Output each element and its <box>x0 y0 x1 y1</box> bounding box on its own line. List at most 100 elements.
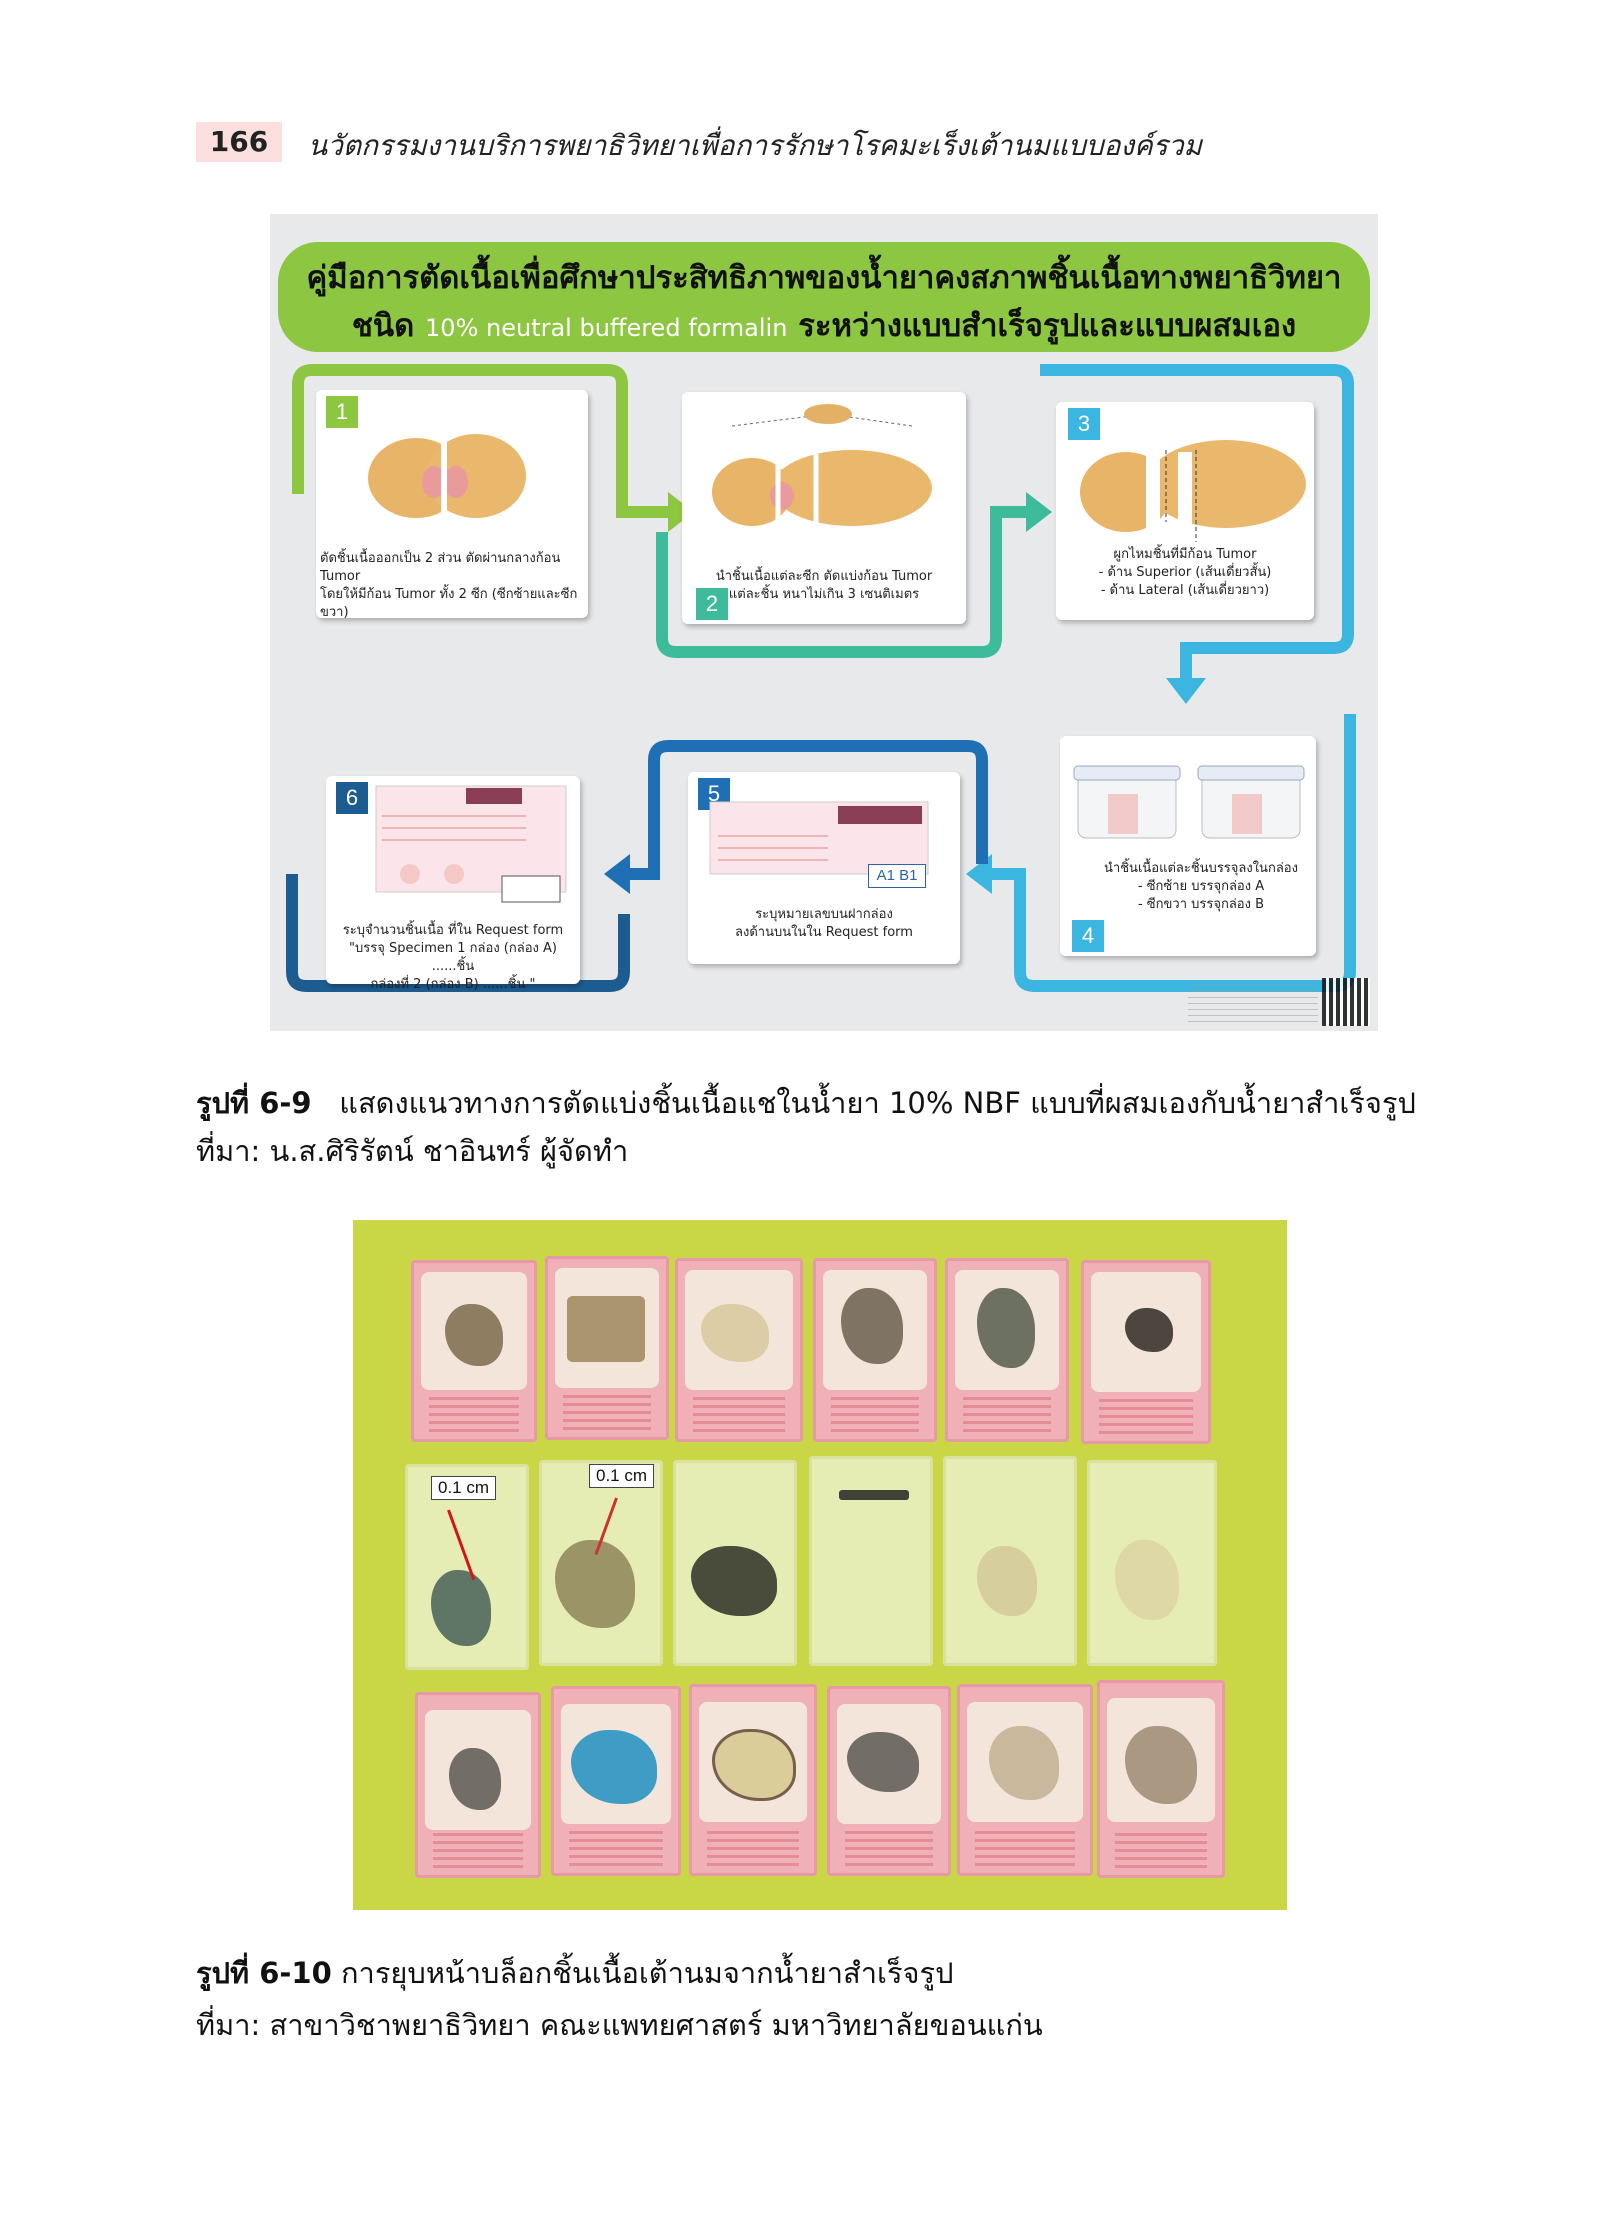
cassette-vents <box>429 1392 519 1432</box>
cassette-r1-6 <box>1081 1260 1211 1444</box>
tissue-sample <box>841 1288 903 1364</box>
tissue-sample <box>445 1304 503 1366</box>
arrow-head-3 <box>1166 678 1206 704</box>
tissue-sample <box>715 1732 793 1798</box>
cassette-r1-5 <box>945 1258 1069 1442</box>
qr-code-icon <box>1322 978 1370 1026</box>
cassette-r1-4 <box>813 1258 937 1442</box>
caption-line: โดยให้มีก้อน Tumor ทั้ง 2 ซีก (ซีกซ้ายแล… <box>320 587 578 620</box>
flow-path-2 <box>656 506 1030 658</box>
cassette-r2-4 <box>809 1456 933 1666</box>
tissue-sample <box>567 1296 645 1362</box>
cassette-vents <box>975 1826 1075 1866</box>
credits-block <box>1188 982 1318 1022</box>
cassette-vents <box>707 1826 799 1866</box>
caption-line: นำชิ้นเนื้อแต่ละชิ้นบรรจุลงในกล่อง <box>1104 861 1298 876</box>
tissue-sample <box>977 1546 1037 1616</box>
cassette-vents <box>845 1826 933 1866</box>
step-4-badge: 4 <box>1072 920 1104 952</box>
cassette-r3-2 <box>551 1686 681 1876</box>
step-5-card: 5 A1 B1 ระบุหมายเลขบนฝากล่อง ลงด้านบนในใ… <box>688 772 960 964</box>
cassette-vents <box>693 1392 785 1432</box>
cassette-r3-6 <box>1097 1680 1225 1878</box>
step-6-caption: ระบุจำนวนชิ้นเนื้อ ที่ใน Request form "บ… <box>330 922 576 994</box>
cassette-r3-5 <box>957 1684 1093 1876</box>
cassette-r2-6 <box>1087 1460 1217 1666</box>
caption-line: - ด้าน Superior (เส้นเดี่ยวสั้น) <box>1098 565 1272 580</box>
breast-tissue-icon <box>368 434 526 524</box>
step-1-card: 1 ตัดชิ้นเนื้อออกเป็น 2 ส่วน ตัดผ่านกลาง… <box>316 390 588 620</box>
infographic-title-banner: คู่มือการตัดเนื้อเพื่อศึกษาประสิทธิภาพขอ… <box>278 242 1370 352</box>
step-2-card: นำชิ้นเนื้อแต่ละซีก ตัดแบ่งก้อน Tumor แต… <box>682 392 966 624</box>
caption-line: ตัดชิ้นเนื้อออกเป็น 2 ส่วน ตัดผ่านกลางก้… <box>320 551 561 584</box>
cassette-vents <box>569 1826 663 1866</box>
step-2-caption: นำชิ้นเนื้อแต่ละซีก ตัดแบ่งก้อน Tumor แต… <box>686 568 962 604</box>
caption-line: - ซีกขวา บรรจุกล่อง B <box>1137 897 1264 912</box>
step-3-card: 3 ผูกไหมชิ้นที่มีก้อน Tumor - ด้าน Super… <box>1056 402 1314 620</box>
tissue-sample <box>1125 1726 1197 1804</box>
caption-line: - ด้าน Lateral (เส้นเดี่ยวยาว) <box>1100 583 1270 598</box>
figure-6-10-text: การยุบหน้าบล็อกชิ้นเนื้อเต้านมจากน้ำยาสำ… <box>341 1956 954 1990</box>
step-3-caption: ผูกไหมชิ้นที่มีก้อน Tumor - ด้าน Superio… <box>1060 546 1310 600</box>
cassette-r2-2 <box>539 1460 663 1666</box>
figure-6-10-source: ที่มา: สาขาวิชาพยาธิวิทยา คณะแพทยศาสตร์ … <box>196 2008 1043 2042</box>
caption-line: กล่องที่ 2 (กล่อง B) ......ชิ้น " <box>370 977 536 992</box>
caption-line: "บรรจุ Specimen 1 กล่อง (กล่อง A) ......… <box>349 941 557 974</box>
title-part-c: ระหว่างแบบสำเร็จรูปและแบบผสมเอง <box>798 308 1297 344</box>
tissue-sample <box>989 1726 1059 1800</box>
box-label-tag: A1 B1 <box>868 864 926 888</box>
page-number: 166 <box>196 122 282 162</box>
cassette-r3-1 <box>415 1692 541 1878</box>
tissue-sample <box>571 1730 657 1804</box>
tissue-sample <box>839 1490 909 1500</box>
caption-line: ผูกไหมชิ้นที่มีก้อน Tumor <box>1113 547 1257 562</box>
cassette-r1-1 <box>411 1260 537 1442</box>
tissue-sample <box>847 1732 919 1792</box>
running-title: นวัตกรรมงานบริการพยาธิวิทยาเพื่อการรักษา… <box>308 129 1203 162</box>
cutting-guide-infographic: คู่มือการตัดเนื้อเพื่อศึกษาประสิทธิภาพขอ… <box>270 214 1378 1031</box>
tissue-sample <box>1115 1540 1179 1620</box>
tissue-sample <box>701 1304 769 1362</box>
cassette-r3-3 <box>689 1684 817 1876</box>
cassette-vents <box>563 1390 651 1430</box>
cassette-vents <box>1115 1828 1207 1868</box>
cassette-r2-3 <box>673 1460 797 1666</box>
figure-6-9-caption: รูปที่ 6-9 แสดงแนวทางการตัดแบ่งชิ้นเนื้อ… <box>196 1080 1416 1126</box>
flow-path-5 <box>626 740 988 880</box>
flow-path-1 <box>292 364 672 518</box>
infographic-title-line1: คู่มือการตัดเนื้อเพื่อศึกษาประสิทธิภาพขอ… <box>306 260 1342 296</box>
title-part-b: 10% neutral buffered formalin <box>425 314 788 342</box>
step-2-badge: 2 <box>696 588 728 620</box>
caption-line: นำชิ้นเนื้อแต่ละซีก ตัดแบ่งก้อน Tumor <box>715 569 933 584</box>
cassette-vents <box>831 1392 919 1432</box>
tissue-cassette-photo: 0.1 cm 0.1 cm <box>353 1220 1287 1910</box>
cassette-vents <box>1099 1394 1193 1434</box>
page-header: 166 นวัตกรรมงานบริการพยาธิวิทยาเพื่อการร… <box>196 122 1436 166</box>
request-form-detail-icon <box>375 785 567 903</box>
tissue-sample <box>555 1540 635 1628</box>
specimen-containers-icon <box>1073 765 1305 839</box>
tissue-sample <box>1125 1308 1173 1352</box>
suture-tissue-icon <box>1080 440 1306 542</box>
cassette-r2-5 <box>943 1456 1077 1666</box>
caption-line: ระบุหมายเลขบนฝากล่อง <box>755 907 893 922</box>
caption-line: ลงด้านบนในใน Request form <box>735 925 913 940</box>
figure-6-9-label: รูปที่ 6-9 <box>196 1086 312 1120</box>
step-1-caption: ตัดชิ้นเนื้อออกเป็น 2 ส่วน ตัดผ่านกลางก้… <box>320 550 584 622</box>
step-6-badge: 6 <box>336 782 368 814</box>
tissue-sample <box>691 1546 777 1616</box>
step-6-card: 6 ระบุจำนวนชิ้นเนื้อ ที่ใน Request form … <box>326 776 580 992</box>
step-5-caption: ระบุหมายเลขบนฝากล่อง ลงด้านบนในใน Reques… <box>692 906 956 942</box>
figure-6-9-source: ที่มา: น.ส.ศิริรัตน์ ชาอินทร์ ผู้จัดทำ <box>196 1134 629 1168</box>
caption-line: แต่ละชิ้น หนาไม่เกิน 3 เซนติเมตร <box>728 587 920 602</box>
step-3-badge: 3 <box>1068 408 1100 440</box>
step-4-caption: นำชิ้นเนื้อแต่ละชิ้นบรรจุลงในกล่อง - ซีก… <box>1090 860 1312 914</box>
flow-path-3 <box>1040 364 1354 682</box>
figure-6-10-label: รูปที่ 6-10 <box>196 1956 332 1990</box>
tissue-sample <box>977 1288 1035 1368</box>
request-form-icon <box>709 801 929 875</box>
scale-label-2: 0.1 cm <box>589 1464 655 1488</box>
arrow-head-5 <box>604 854 630 894</box>
figure-6-10-caption: รูปที่ 6-10 การยุบหน้าบล็อกชิ้นเนื้อเต้า… <box>196 1950 954 1996</box>
cassette-r1-3 <box>675 1258 803 1442</box>
